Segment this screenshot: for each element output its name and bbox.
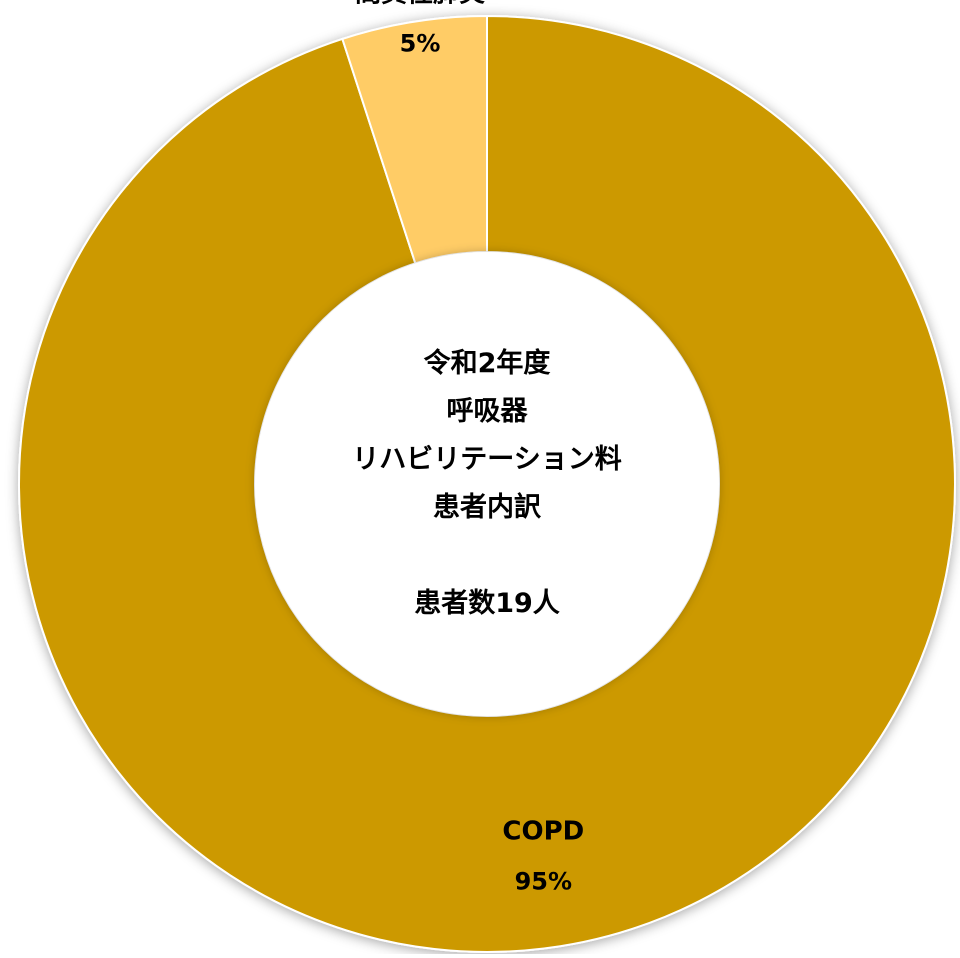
center-text-line-5: 患者数19人 — [414, 588, 560, 619]
slice-labels: COPD 95% 間質性肺炎 5% — [355, 0, 584, 896]
center-text-line-1: 呼吸器 — [447, 396, 529, 427]
donut-hole — [255, 252, 719, 716]
center-text-line-0: 令和2年度 — [424, 347, 551, 379]
slice-value-label-0: 95% — [515, 868, 572, 896]
slice-label-0: COPD — [502, 817, 584, 847]
center-text-line-3: 患者内訳 — [433, 491, 542, 523]
slice-value-label-1: 5% — [400, 29, 441, 57]
center-text-line-2: リハビリテーション料 — [352, 444, 621, 475]
slice-label-1: 間質性肺炎 — [355, 0, 485, 8]
